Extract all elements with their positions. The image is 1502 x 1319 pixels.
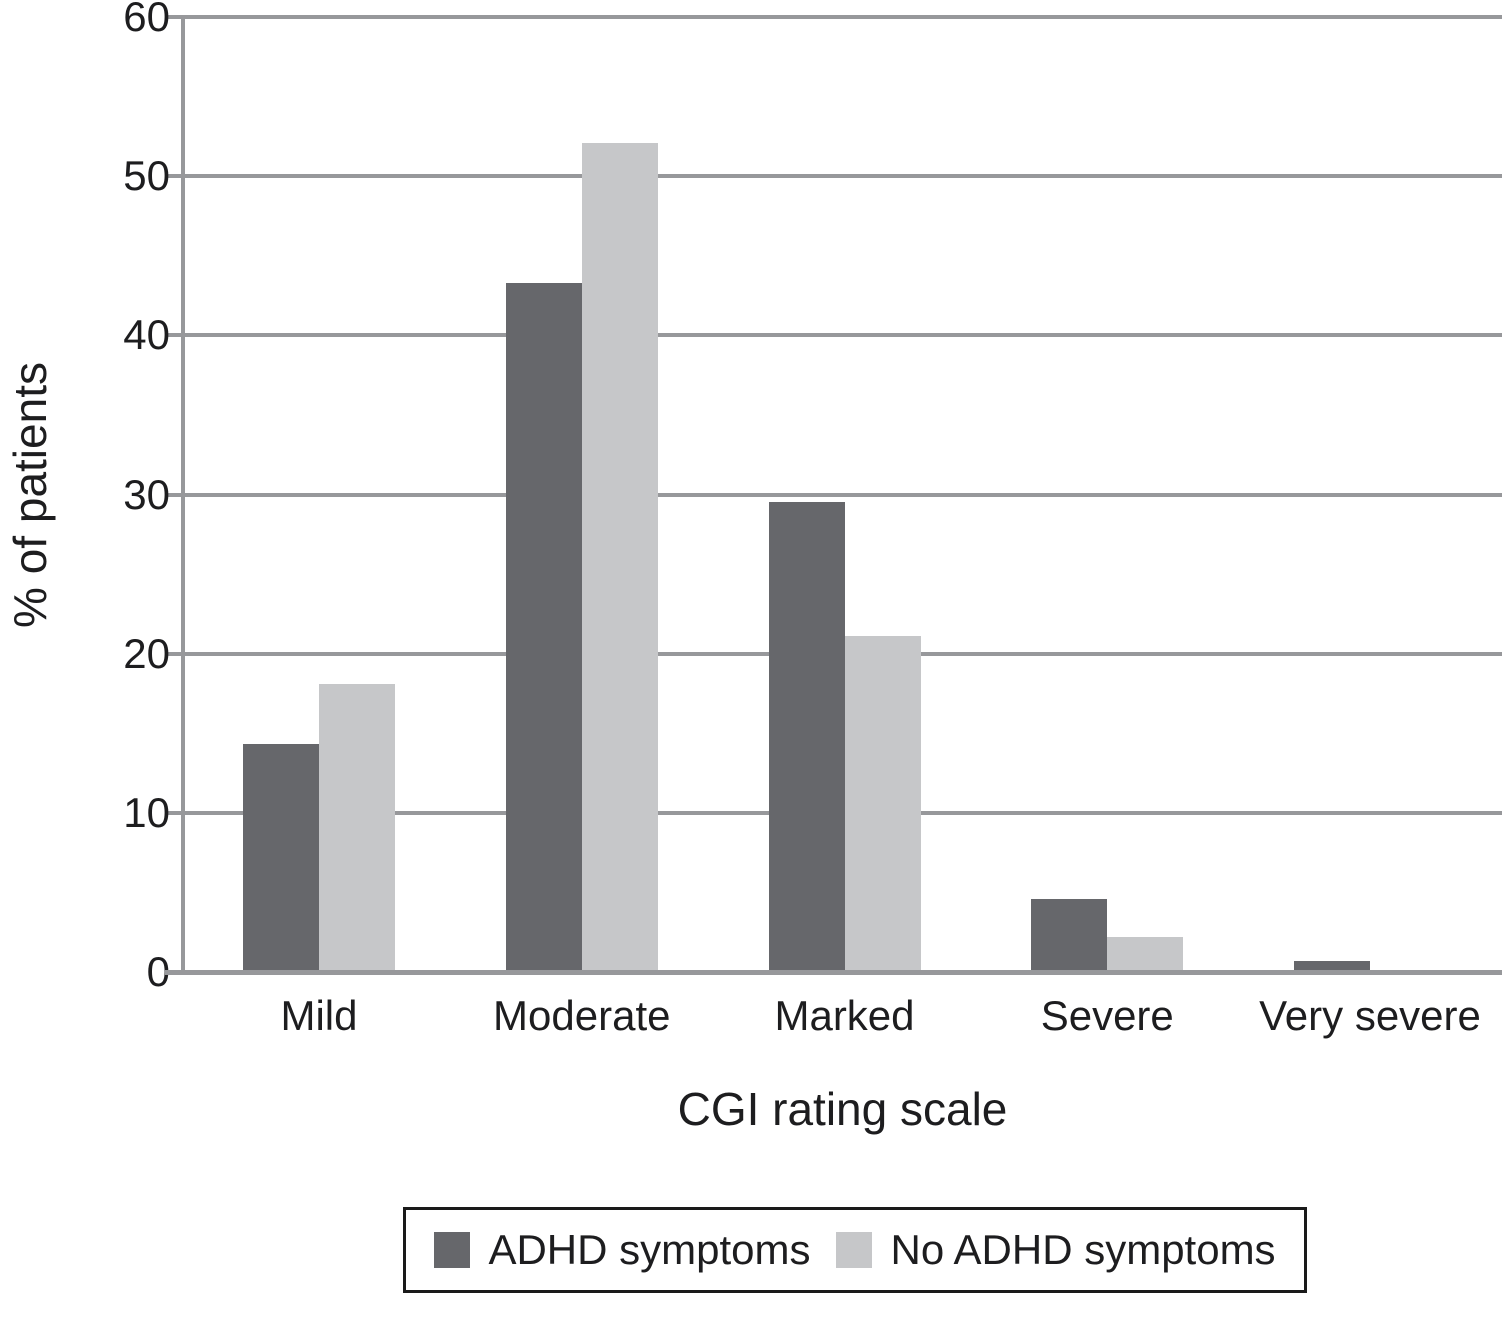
bar-adhd-symptoms-severe: [1031, 898, 1108, 972]
legend-box: ADHD symptoms No ADHD symptoms: [403, 1207, 1307, 1293]
bar-no-adhd-symptoms-marked: [844, 636, 921, 972]
y-tick-label-0: 0: [146, 948, 170, 995]
gridline-60: [165, 15, 1502, 19]
legend-swatch-adhd-symptoms: [434, 1232, 471, 1268]
bar-adhd-symptoms-marked: [768, 502, 845, 972]
x-category-label-marked: Marked: [774, 992, 915, 1039]
legend-label-no-adhd-symptoms: No ADHD symptoms: [890, 1226, 1276, 1273]
y-tick-label-60: 60: [123, 0, 170, 40]
y-tick-label-30: 30: [123, 470, 170, 518]
bar-no-adhd-symptoms-mild: [319, 683, 395, 972]
y-axis-line: [181, 17, 185, 972]
plot-area: [165, 15, 1502, 975]
bar-adhd-symptoms-mild: [243, 744, 319, 972]
y-tick-label-50: 50: [123, 152, 170, 200]
x-category-label-moderate: Moderate: [493, 992, 671, 1039]
x-category-label-very-severe: Very severe: [1259, 992, 1481, 1039]
x-category-label-mild: Mild: [280, 992, 358, 1039]
gridline-50: [165, 174, 1502, 179]
legend-label-adhd-symptoms: ADHD symptoms: [488, 1226, 811, 1273]
x-axis-title: CGI rating scale: [677, 1083, 1008, 1135]
legend-swatch-no-adhd-symptoms: [836, 1232, 873, 1268]
y-tick-label-20: 20: [123, 629, 170, 677]
legend-item-no-adhd-symptoms: No ADHD symptoms: [836, 1226, 1276, 1274]
y-tick-label-40: 40: [123, 311, 170, 359]
x-axis-line: [165, 970, 1502, 975]
gridline-30: [165, 492, 1502, 497]
legend-item-adhd-symptoms: ADHD symptoms: [434, 1226, 810, 1274]
bar-no-adhd-symptoms-severe: [1107, 936, 1184, 972]
y-tick-label-10: 10: [123, 788, 170, 836]
bar-adhd-symptoms-moderate: [505, 282, 582, 972]
gridline-40: [165, 333, 1502, 338]
x-category-label-severe: Severe: [1040, 992, 1174, 1039]
bar-no-adhd-symptoms-moderate: [581, 142, 658, 972]
bar-adhd-symptoms-very-severe: [1294, 960, 1370, 972]
